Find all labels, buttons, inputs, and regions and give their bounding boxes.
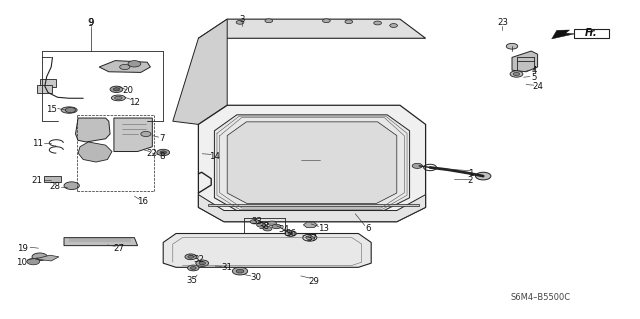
Text: 15: 15 [45, 105, 57, 114]
Circle shape [191, 267, 196, 269]
Circle shape [65, 108, 76, 113]
Circle shape [288, 232, 293, 235]
Circle shape [345, 20, 353, 24]
Text: 27: 27 [113, 244, 124, 253]
Polygon shape [198, 19, 426, 38]
Circle shape [513, 72, 520, 76]
Text: 8: 8 [159, 152, 164, 161]
Text: 31: 31 [221, 263, 233, 272]
Circle shape [113, 88, 120, 91]
Text: 6: 6 [365, 224, 371, 233]
Text: 29: 29 [308, 277, 319, 286]
Circle shape [27, 258, 40, 265]
FancyBboxPatch shape [37, 85, 52, 93]
Text: 28: 28 [49, 182, 60, 191]
Circle shape [285, 231, 296, 236]
Text: 20: 20 [122, 86, 134, 95]
Circle shape [390, 24, 397, 27]
Circle shape [110, 86, 123, 93]
Text: 13: 13 [317, 224, 329, 233]
Circle shape [374, 21, 381, 25]
Polygon shape [198, 105, 426, 222]
Text: 16: 16 [136, 197, 148, 206]
Text: 10: 10 [15, 258, 27, 267]
Text: 2: 2 [468, 176, 473, 185]
Polygon shape [76, 118, 110, 142]
Circle shape [250, 219, 259, 224]
Circle shape [412, 163, 422, 168]
Polygon shape [78, 142, 112, 162]
Circle shape [141, 131, 151, 137]
Polygon shape [214, 115, 410, 211]
Polygon shape [35, 255, 59, 261]
Circle shape [236, 269, 244, 273]
Polygon shape [552, 30, 575, 39]
Circle shape [32, 253, 47, 261]
Text: 11: 11 [31, 139, 43, 148]
Text: 24: 24 [532, 82, 543, 91]
Text: 22: 22 [147, 149, 158, 158]
Ellipse shape [115, 96, 122, 100]
Text: 9: 9 [88, 18, 93, 27]
Text: 32: 32 [193, 255, 204, 263]
Polygon shape [208, 204, 419, 206]
Text: 35: 35 [186, 276, 198, 285]
Circle shape [265, 19, 273, 23]
Text: 21: 21 [31, 176, 43, 185]
Text: 30: 30 [250, 273, 262, 282]
Text: 36: 36 [285, 229, 297, 238]
Text: 1: 1 [468, 169, 473, 178]
Circle shape [272, 224, 281, 229]
Text: 14: 14 [209, 152, 220, 161]
Circle shape [236, 20, 244, 24]
Polygon shape [163, 234, 371, 267]
Circle shape [196, 260, 209, 266]
Text: 34: 34 [278, 225, 289, 234]
Circle shape [188, 255, 193, 258]
Polygon shape [198, 195, 426, 222]
Text: Fr.: Fr. [585, 28, 598, 38]
Polygon shape [227, 122, 397, 204]
Polygon shape [114, 118, 152, 152]
Text: 3: 3 [239, 15, 244, 24]
Text: 38: 38 [258, 222, 269, 231]
Polygon shape [64, 238, 138, 246]
Text: 12: 12 [129, 98, 140, 107]
Circle shape [199, 262, 205, 265]
Text: S6M4–B5500C: S6M4–B5500C [511, 293, 571, 302]
Text: 7: 7 [159, 134, 164, 143]
Circle shape [64, 182, 79, 189]
Text: 33: 33 [252, 217, 263, 226]
FancyBboxPatch shape [44, 176, 61, 182]
Circle shape [185, 254, 196, 260]
Polygon shape [303, 222, 317, 228]
FancyBboxPatch shape [574, 29, 609, 38]
Circle shape [232, 267, 248, 275]
Circle shape [160, 151, 166, 154]
Circle shape [263, 226, 272, 231]
Polygon shape [99, 61, 150, 72]
Circle shape [188, 265, 199, 271]
Circle shape [120, 64, 130, 70]
Circle shape [323, 19, 330, 23]
Polygon shape [512, 51, 538, 72]
Ellipse shape [61, 107, 77, 113]
Circle shape [510, 71, 523, 77]
Ellipse shape [111, 95, 125, 101]
Text: 19: 19 [17, 244, 28, 253]
Circle shape [128, 61, 141, 67]
Text: 23: 23 [497, 18, 508, 27]
Circle shape [257, 223, 266, 227]
Text: 5: 5 [532, 73, 537, 82]
Text: 4: 4 [532, 66, 537, 75]
Circle shape [268, 221, 276, 226]
Polygon shape [173, 19, 227, 124]
Text: 37: 37 [307, 234, 318, 243]
Circle shape [157, 149, 170, 156]
Text: 9: 9 [88, 18, 94, 28]
Circle shape [506, 43, 518, 49]
FancyBboxPatch shape [40, 79, 56, 87]
Circle shape [476, 172, 491, 180]
Circle shape [306, 236, 314, 240]
